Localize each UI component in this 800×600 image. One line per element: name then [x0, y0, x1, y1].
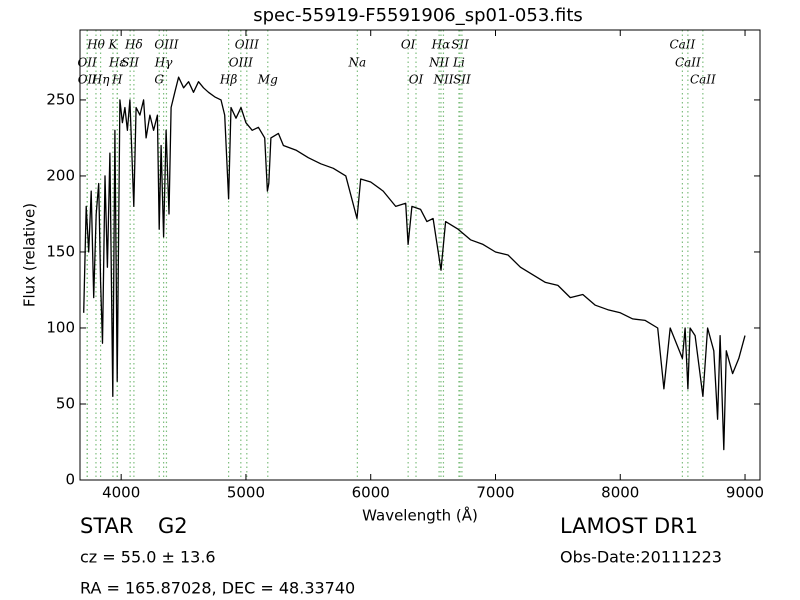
y-tick-label: 150: [46, 242, 75, 260]
y-axis-label: Flux (relative): [21, 203, 39, 307]
y-tick-label: 50: [56, 394, 75, 412]
y-tick-label: 250: [46, 90, 75, 108]
spectral-line-label: Hθ: [86, 38, 105, 52]
y-tick-label: 200: [46, 166, 75, 184]
spectral-line-label: OII: [78, 73, 98, 87]
spectral-line-label: Hδ: [124, 38, 143, 52]
spectral-line-label: Hα: [431, 38, 451, 52]
spectral-line-label: NII: [432, 73, 453, 87]
plot-frame: [79, 29, 761, 481]
spectral-line-label: OI: [409, 73, 424, 87]
chart-title: spec-55919-F5591906_sp01-053.fits: [253, 5, 583, 26]
spectral-line-label: Hβ: [219, 73, 237, 87]
x-tick-label: 8000: [601, 484, 639, 502]
spectral-line-label: CaII: [690, 73, 716, 87]
spectral-line-label: Mg: [257, 73, 278, 87]
spectral-line-label: CaII: [669, 38, 695, 52]
spectral-line-label: H: [111, 73, 123, 87]
survey: LAMOST DR1: [560, 514, 698, 538]
spectral-line-label: Na: [348, 56, 367, 70]
spectral-line-label: G: [154, 73, 164, 87]
x-tick-label: 7000: [476, 484, 514, 502]
spectral-line-label: OI: [401, 38, 416, 52]
spectral-line-label: OIII: [235, 38, 259, 52]
y-tick-label: 0: [65, 471, 75, 489]
object-class: STAR: [80, 514, 133, 538]
x-tick-label: 4000: [102, 484, 140, 502]
obs-date: Obs-Date:20111223: [560, 548, 722, 567]
spectral-line-label: K: [107, 38, 118, 52]
spectrum-line: [83, 76, 746, 451]
y-tick-label: 100: [46, 318, 75, 336]
spectral-line-label: OIII: [229, 56, 253, 70]
x-axis-label: Wavelength (Å): [362, 506, 478, 525]
spectral-line-label: Hη: [91, 73, 110, 87]
spectral-line-label: OIII: [154, 38, 178, 52]
x-tick-label: 5000: [227, 484, 265, 502]
x-tick-label: 6000: [352, 484, 390, 502]
x-tick-label: 9000: [726, 484, 764, 502]
spectral-line-label: Li: [452, 56, 465, 70]
subclass: G2: [158, 514, 188, 538]
spectral-line-label: SII: [451, 38, 469, 52]
coordinates: RA = 165.87028, DEC = 48.33740: [80, 579, 355, 598]
spectral-line-label: SII: [453, 73, 471, 87]
spectral-line-label: SII: [121, 56, 139, 70]
spectral-line-label: CaII: [675, 56, 701, 70]
spectral-line-label: Hγ: [154, 56, 173, 70]
redshift: cz = 55.0 ± 13.6: [80, 548, 216, 567]
spectral-line-label: NII: [428, 56, 449, 70]
